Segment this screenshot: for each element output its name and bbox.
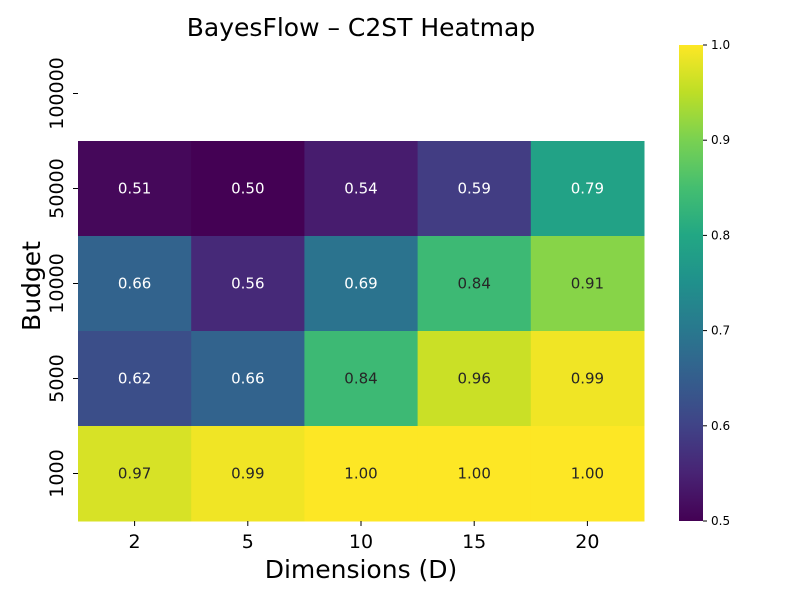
cell-value-label: 0.56 [231,275,264,293]
x-axis-ticks: 2 5 10 15 20 [129,521,599,553]
heatmap-cell [78,236,192,332]
cell-value-label: 0.50 [231,180,264,198]
heatmap-cell [530,426,645,522]
colorbar-tick-label: 0.8 [711,228,730,242]
heatmap-cell [304,426,419,522]
colorbar [679,45,703,521]
cell-value-label: 1.00 [571,465,604,483]
chart-title: BayesFlow – C2ST Heatmap [187,13,535,42]
y-axis-ticks: 100000 50000 10000 5000 1000 [46,57,78,498]
colorbar-tick-label: 0.6 [711,419,730,433]
heatmap-cell [78,141,192,237]
x-tick-label: 15 [462,531,486,553]
cell-value-label: 0.59 [457,180,490,198]
heatmap-cell [191,331,305,427]
x-tick-label: 10 [349,531,373,553]
cell-value-label: 0.91 [571,275,604,293]
cell-labels: 0.51 0.50 0.54 0.59 0.79 0.66 0.56 0.69 0.84 0.91… [118,180,604,483]
heatmap-cells [78,141,645,522]
cell-value-label: 0.79 [571,180,604,198]
cell-value-label: 0.54 [344,180,377,198]
cell-value-label: 0.66 [118,275,151,293]
heatmap-cell [530,236,645,332]
cell-value-label: 0.99 [571,370,604,388]
heatmap-cell [530,141,645,237]
cell-value-label: 1.00 [344,465,377,483]
heatmap-cell [417,331,532,427]
x-tick-label: 2 [129,531,141,553]
x-tick-label: 20 [575,531,599,553]
cell-value-label: 0.97 [118,465,151,483]
colorbar-tick-label: 1.0 [711,38,730,52]
y-tick-label: 100000 [46,57,68,130]
y-tick-label: 50000 [46,158,68,218]
colorbar-tick-label: 0.7 [711,324,730,338]
y-tick-label: 10000 [46,253,68,313]
cell-value-label: 1.00 [457,465,490,483]
heatmap-cell [191,426,305,522]
colorbar-ticks: 0.5 0.6 0.7 0.8 0.9 1.0 [703,38,730,528]
heatmap-cell [417,426,532,522]
y-tick-label: 1000 [46,449,68,497]
y-tick-label: 5000 [46,354,68,402]
cell-value-label: 0.62 [118,370,151,388]
cell-value-label: 0.99 [231,465,264,483]
cell-value-label: 0.66 [231,370,264,388]
heatmap-cell [78,426,192,522]
heatmap-cell [530,331,645,427]
x-axis-label: Dimensions (D) [265,555,458,584]
heatmap-cell [191,141,305,237]
heatmap-cell [78,331,192,427]
y-axis-label: Budget [17,241,46,331]
colorbar-tick-label: 0.9 [711,133,730,147]
x-tick-label: 5 [242,531,254,553]
heatmap-cell [417,141,532,237]
heatmap-cell [304,331,419,427]
cell-value-label: 0.96 [457,370,490,388]
cell-value-label: 0.84 [344,370,377,388]
colorbar-tick-label: 0.5 [711,514,730,528]
cell-value-label: 0.51 [118,180,151,198]
cell-value-label: 0.69 [344,275,377,293]
heatmap-cell [417,236,532,332]
cell-value-label: 0.84 [457,275,490,293]
heatmap-cell [304,141,419,237]
heatmap-cell [304,236,419,332]
heatmap-cell [191,236,305,332]
